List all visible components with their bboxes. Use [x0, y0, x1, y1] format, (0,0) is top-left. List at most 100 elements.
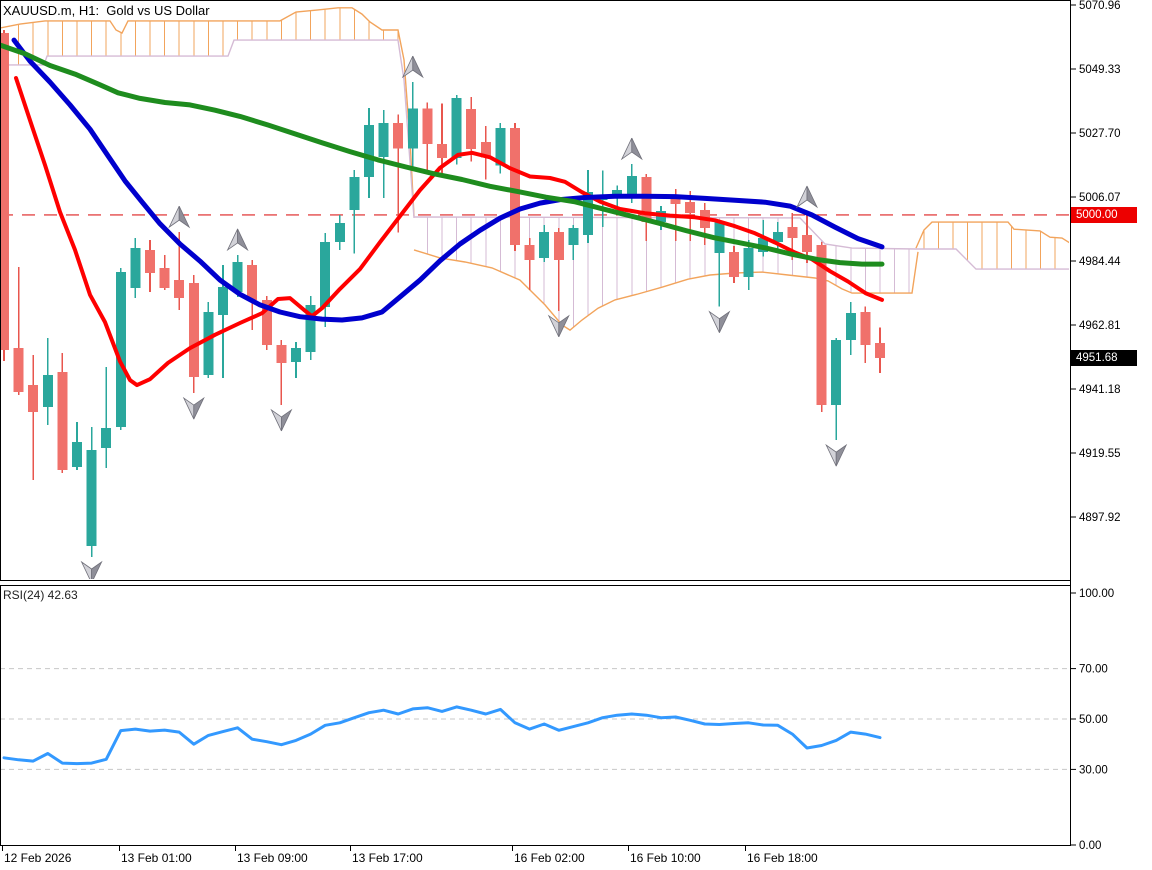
- bull-candle: [349, 177, 360, 210]
- bear-candle: [466, 109, 477, 149]
- main-price-panel[interactable]: [0, 0, 1071, 581]
- price-axis-label: 5049.33: [1079, 64, 1121, 76]
- price-axis-label: 5027.70: [1079, 128, 1121, 140]
- time-axis-label: 13 Feb 09:00: [237, 851, 308, 865]
- senkou-span-line: [1, 7, 415, 217]
- arrow-face: [412, 55, 424, 79]
- bear-candle: [13, 348, 24, 392]
- bear-candle: [860, 312, 871, 345]
- ichimoku-cloud: [915, 221, 1069, 270]
- bull-candle: [320, 241, 331, 307]
- bull-candle: [101, 427, 112, 449]
- arrow-face: [719, 310, 731, 333]
- rsi-indicator-label: RSI(24) 42.63: [3, 588, 78, 602]
- time-axis-label: 16 Feb 02:00: [514, 851, 585, 865]
- bear-candle: [145, 249, 155, 274]
- fractal-down-arrow-icon: [708, 310, 731, 333]
- arrow-face: [558, 314, 570, 337]
- bull-candle: [130, 248, 141, 289]
- bull-candle: [772, 232, 783, 242]
- senkou-span-line: [916, 248, 1069, 270]
- bull-candle: [291, 348, 301, 363]
- bear-candle: [816, 244, 827, 405]
- bull-candle: [495, 127, 506, 166]
- time-axis-label: 16 Feb 18:00: [747, 851, 818, 865]
- rsi-panel[interactable]: [0, 585, 1071, 846]
- bear-candle: [1, 32, 9, 350]
- bid-price-badge: 4951.68: [1071, 350, 1137, 366]
- price-axis-label: 4941.18: [1079, 384, 1121, 396]
- rsi-line: [2, 705, 882, 766]
- senkou-span-line: [915, 221, 1069, 249]
- bull-candle: [539, 232, 550, 258]
- rsi-axis-label: 70.00: [1079, 664, 1108, 676]
- arrow-face: [193, 396, 205, 420]
- bull-candle: [232, 262, 243, 293]
- fractal-up-arrow-icon: [168, 205, 191, 229]
- bear-candle: [787, 227, 798, 239]
- price-axis-label: 4962.81: [1079, 320, 1121, 332]
- arrow-face: [280, 408, 293, 432]
- fractal-down-arrow-icon: [182, 396, 205, 420]
- bull-candle: [364, 125, 374, 178]
- senkou-span-line: [413, 249, 919, 331]
- fractal-down-arrow-icon: [80, 560, 103, 579]
- price-axis-label: 4919.55: [1079, 448, 1121, 460]
- bull-candle: [203, 312, 214, 376]
- time-axis-label: 16 Feb 10:00: [630, 851, 701, 865]
- fractal-up-arrow-icon: [226, 228, 249, 252]
- rsi-axis-label: 100.00: [1079, 588, 1114, 600]
- main-plot-layer: [1, 7, 1069, 579]
- bear-candle: [393, 122, 404, 149]
- bull-candle: [378, 122, 389, 157]
- bear-candle: [510, 127, 520, 245]
- chart-symbol-title: XAUUSD.m, H1: Gold vs US Dollar: [3, 3, 210, 18]
- ma-slow-green-line: [1, 42, 885, 267]
- bear-candle: [729, 251, 739, 278]
- bull-candle: [612, 190, 623, 197]
- bear-candle: [553, 232, 564, 260]
- ma-fast-red-line: [14, 76, 884, 388]
- price-axis-label: 4984.44: [1079, 256, 1121, 268]
- fractal-down-arrow-icon: [825, 443, 848, 467]
- bear-candle: [802, 235, 812, 252]
- bear-candle: [524, 244, 535, 260]
- bull-candle: [831, 339, 842, 405]
- bull-candle: [583, 192, 593, 236]
- bull-candle: [568, 227, 579, 245]
- fractal-down-arrow-icon: [547, 314, 570, 337]
- bear-candle: [670, 198, 681, 205]
- price-axis-label: 5006.07: [1079, 192, 1121, 204]
- bear-candle: [685, 201, 696, 213]
- rsi-axis-label: 0.00: [1079, 840, 1101, 852]
- time-axis-label: 13 Feb 17:00: [352, 851, 423, 865]
- arrow-face: [91, 560, 103, 579]
- bear-candle: [247, 264, 258, 300]
- bear-candle: [276, 344, 287, 363]
- bull-candle: [218, 287, 228, 315]
- bear-candle: [437, 143, 447, 159]
- bear-candle: [57, 372, 68, 471]
- rsi-axis-label: 30.00: [1079, 764, 1108, 776]
- bull-candle: [42, 375, 53, 407]
- fractal-up-arrow-icon: [401, 55, 424, 79]
- arrow-face: [237, 228, 249, 252]
- fractal-down-arrow-icon: [270, 408, 293, 432]
- bull-candle: [845, 312, 856, 340]
- price-axis-label: 5070.96: [1079, 0, 1121, 12]
- arrow-face: [178, 205, 191, 229]
- bull-candle: [626, 175, 637, 195]
- fractal-up-arrow-icon: [795, 185, 819, 209]
- bear-candle: [159, 267, 170, 289]
- time-axis-label: 12 Feb 2026: [4, 851, 72, 865]
- time-axis-label: 13 Feb 01:00: [121, 851, 192, 865]
- bull-candle: [334, 222, 345, 242]
- bull-candle: [451, 98, 462, 159]
- arrow-face: [835, 443, 848, 467]
- bull-candle: [407, 108, 418, 149]
- bear-candle: [641, 177, 652, 223]
- bear-candle: [480, 142, 491, 158]
- bear-candle: [261, 299, 272, 345]
